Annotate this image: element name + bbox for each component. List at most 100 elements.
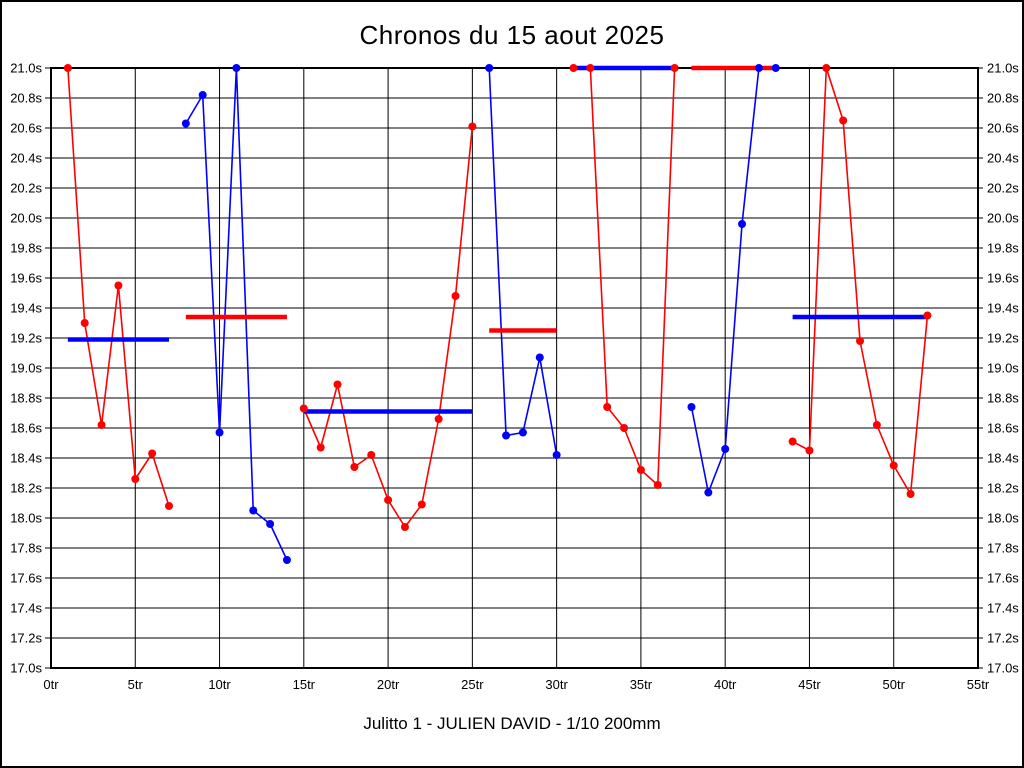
data-point-marker bbox=[316, 443, 325, 452]
x-tick-label: 50tr bbox=[883, 677, 906, 692]
data-point-marker bbox=[282, 556, 291, 564]
data-point-marker bbox=[721, 445, 730, 453]
x-tick-label: 0tr bbox=[43, 677, 59, 692]
x-tick-label: 35tr bbox=[630, 677, 653, 692]
y-tick-label-right: 18.4s bbox=[987, 451, 1019, 466]
data-point-marker bbox=[603, 403, 612, 411]
data-point-marker bbox=[232, 64, 241, 72]
stint-7-line bbox=[791, 67, 929, 495]
y-tick-label-left: 20.2s bbox=[10, 181, 42, 196]
data-point-marker bbox=[400, 523, 409, 531]
plot-border bbox=[50, 67, 979, 669]
data-point-marker bbox=[485, 64, 494, 72]
data-point-marker bbox=[839, 116, 848, 125]
data-point-marker bbox=[687, 403, 696, 411]
data-point-marker bbox=[552, 451, 561, 459]
data-point-marker bbox=[198, 91, 207, 99]
x-tick-label: 15tr bbox=[293, 677, 316, 692]
y-tick-label-right: 20.0s bbox=[987, 211, 1019, 226]
y-tick-label-left: 19.8s bbox=[10, 241, 42, 256]
chart-footer: Julitto 1 - JULIEN DAVID - 1/10 200mm bbox=[363, 714, 661, 733]
data-point-marker bbox=[653, 481, 662, 489]
stint-5-line bbox=[572, 67, 676, 486]
data-point-marker bbox=[266, 520, 275, 528]
y-tick-label-left: 19.4s bbox=[10, 301, 42, 316]
data-point-marker bbox=[148, 449, 157, 458]
data-point-marker bbox=[906, 490, 915, 498]
data-point-marker bbox=[738, 220, 747, 228]
y-tick-label-left: 18.2s bbox=[10, 481, 42, 496]
y-tick-label-left: 17.2s bbox=[10, 631, 42, 646]
data-point-marker bbox=[788, 437, 797, 446]
data-point-marker bbox=[569, 64, 578, 72]
data-point-marker bbox=[636, 466, 645, 474]
y-tick-label-right: 17.6s bbox=[987, 571, 1019, 586]
y-tick-label-left: 18.0s bbox=[10, 511, 42, 526]
data-point-marker bbox=[754, 64, 763, 72]
y-tick-label-left: 17.4s bbox=[10, 601, 42, 616]
data-point-marker bbox=[299, 404, 308, 413]
data-point-marker bbox=[535, 353, 544, 362]
data-point-marker bbox=[367, 451, 376, 459]
y-tick-label-left: 21.0s bbox=[10, 61, 42, 76]
y-tick-label-right: 20.2s bbox=[987, 181, 1019, 196]
data-point-marker bbox=[333, 380, 342, 389]
data-point-marker bbox=[417, 500, 426, 509]
data-point-marker bbox=[131, 475, 140, 483]
data-point-marker bbox=[384, 496, 393, 504]
data-point-marker bbox=[889, 461, 898, 470]
data-point-marker bbox=[63, 64, 72, 72]
data-point-marker bbox=[586, 64, 595, 72]
stint-4-line bbox=[488, 67, 558, 456]
x-tick-label: 25tr bbox=[461, 677, 484, 692]
y-tick-label-right: 21.0s bbox=[987, 61, 1019, 76]
y-tick-label-right: 18.2s bbox=[987, 481, 1019, 496]
stint-6-line bbox=[690, 67, 777, 494]
data-point-marker bbox=[80, 319, 89, 327]
y-tick-label-right: 19.0s bbox=[987, 361, 1019, 376]
data-point-marker bbox=[805, 446, 814, 455]
data-point-marker bbox=[434, 415, 443, 423]
y-tick-label-right: 17.2s bbox=[987, 631, 1019, 646]
y-tick-label-left: 17.8s bbox=[10, 541, 42, 556]
y-tick-label-right: 18.6s bbox=[987, 421, 1019, 436]
y-tick-label-left: 20.4s bbox=[10, 151, 42, 166]
y-tick-label-right: 19.8s bbox=[987, 241, 1019, 256]
x-tick-label: 20tr bbox=[377, 677, 400, 692]
data-point-marker bbox=[114, 281, 123, 290]
x-tick-label: 10tr bbox=[208, 677, 231, 692]
x-tick-label: 40tr bbox=[714, 677, 737, 692]
data-point-marker bbox=[97, 421, 106, 429]
data-point-marker bbox=[502, 431, 511, 440]
y-tick-label-left: 20.6s bbox=[10, 121, 42, 136]
chart-title: Chronos du 15 aout 2025 bbox=[359, 20, 665, 50]
y-tick-label-right: 19.6s bbox=[987, 271, 1019, 286]
data-point-marker bbox=[872, 421, 881, 429]
y-tick-label-left: 18.4s bbox=[10, 451, 42, 466]
x-tick-label: 45tr bbox=[798, 677, 821, 692]
x-tick-label: 5tr bbox=[128, 677, 144, 692]
y-tick-label-right: 19.4s bbox=[987, 301, 1019, 316]
data-point-marker bbox=[771, 64, 780, 72]
y-tick-label-right: 20.6s bbox=[987, 121, 1019, 136]
y-tick-label-right: 18.0s bbox=[987, 511, 1019, 526]
y-tick-label-left: 17.6s bbox=[10, 571, 42, 586]
data-point-marker bbox=[249, 506, 258, 515]
data-point-marker bbox=[164, 502, 173, 510]
data-point-marker bbox=[518, 428, 527, 437]
y-tick-label-right: 17.4s bbox=[987, 601, 1019, 616]
data-point-marker bbox=[215, 428, 224, 437]
y-tick-label-left: 17.0s bbox=[10, 661, 42, 676]
y-tick-label-left: 18.8s bbox=[10, 391, 42, 406]
data-point-marker bbox=[451, 292, 460, 300]
y-tick-label-left: 19.6s bbox=[10, 271, 42, 286]
y-tick-label-left: 20.8s bbox=[10, 91, 42, 106]
y-tick-label-right: 20.4s bbox=[987, 151, 1019, 166]
data-point-marker bbox=[468, 122, 477, 131]
data-point-marker bbox=[350, 463, 359, 471]
y-tick-label-right: 17.8s bbox=[987, 541, 1019, 556]
data-point-marker bbox=[181, 119, 190, 128]
data-point-marker bbox=[704, 488, 713, 497]
